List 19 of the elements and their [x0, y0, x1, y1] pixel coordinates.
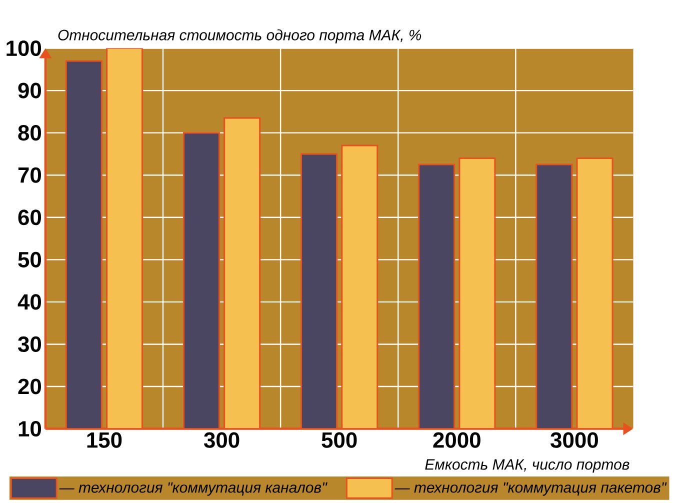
x-tick-label: 150 — [87, 432, 122, 448]
y-axis-title: Относительная стоимость одного порта МАК, % — [58, 30, 422, 44]
y-tick-label: 50 — [18, 252, 42, 268]
legend-label: — технология "коммутация пакетов" — [394, 482, 667, 496]
x-tick-label: 500 — [322, 432, 357, 448]
y-tick-label: 60 — [18, 210, 42, 226]
legend-label: — технология "коммутация каналов" — [59, 482, 328, 496]
y-tick-label: 70 — [18, 168, 42, 184]
x-axis-title: Емкость МАК, число портов — [425, 459, 630, 473]
y-tick-label: 20 — [18, 378, 42, 394]
y-tick-label: 90 — [18, 82, 42, 99]
x-tick-label: 2000 — [433, 432, 480, 448]
y-tick-label: 100 — [6, 40, 42, 56]
y-tick-label: 30 — [18, 336, 42, 352]
y-tick-label: 10 — [18, 421, 42, 437]
x-tick-label: 300 — [204, 432, 240, 448]
y-tick-label: 80 — [18, 125, 42, 141]
y-tick-label: 40 — [18, 294, 42, 310]
x-tick-label: 3000 — [550, 432, 598, 448]
